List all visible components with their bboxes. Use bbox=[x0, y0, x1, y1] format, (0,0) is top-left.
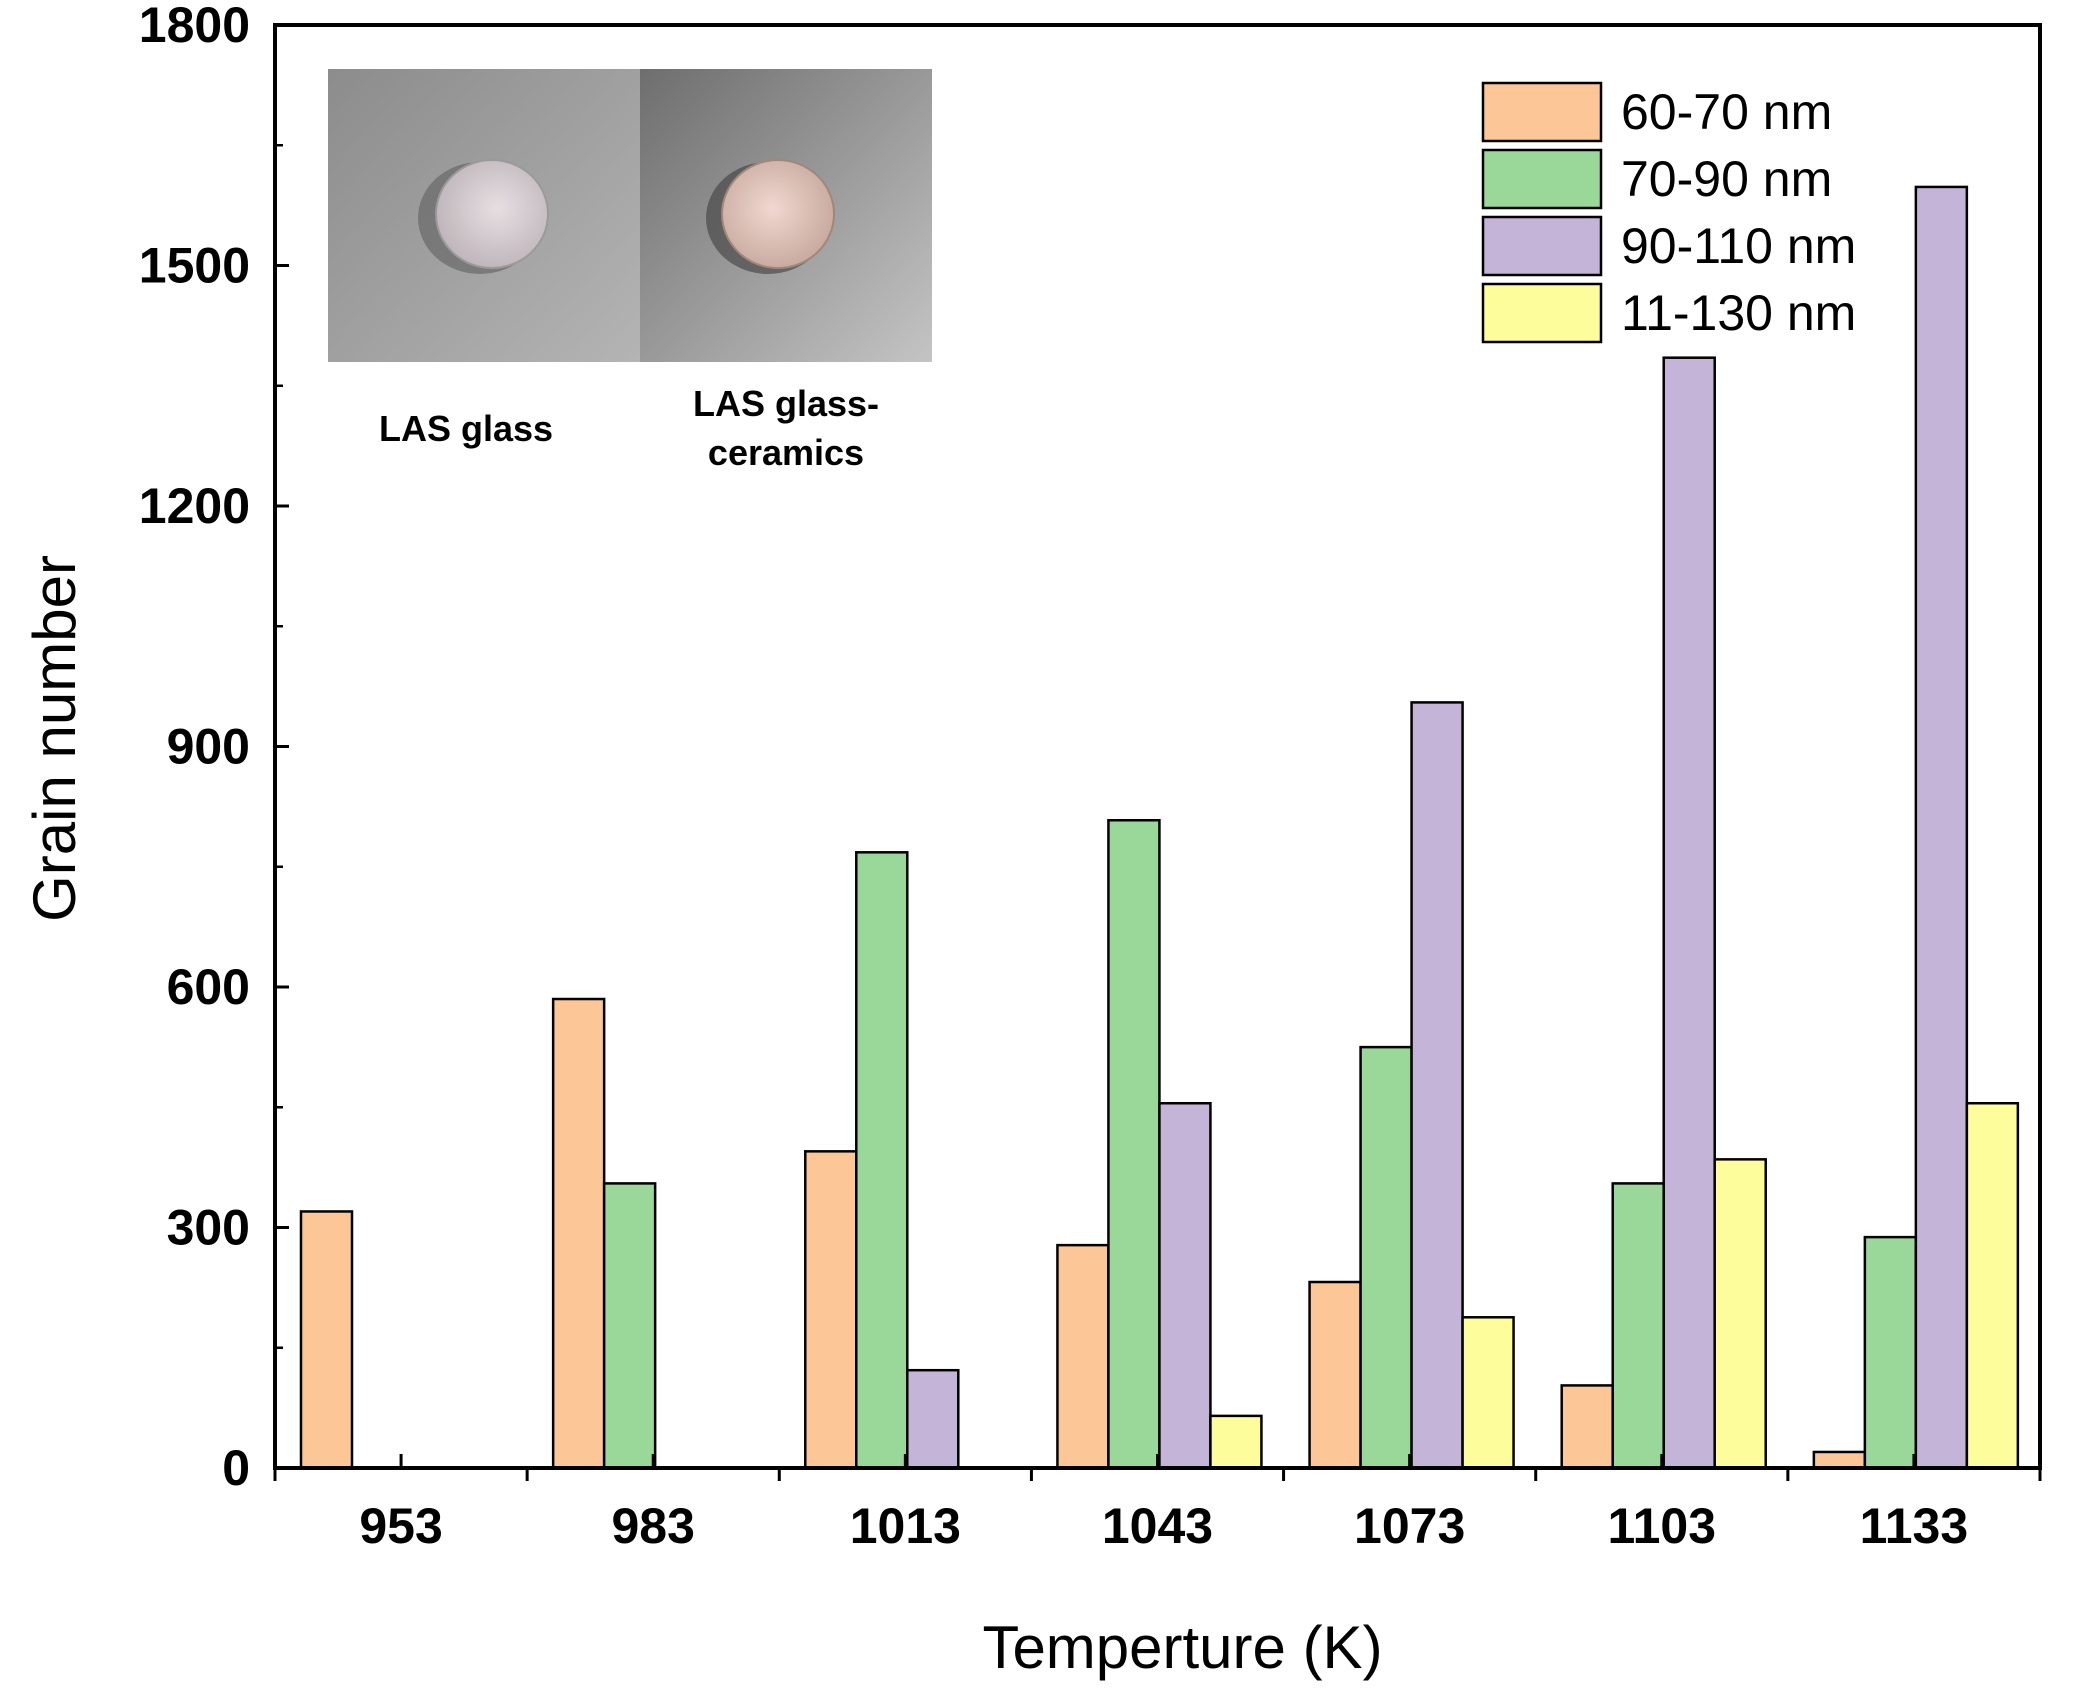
y-axis: 0 300 600 900 1200 1500 1800 bbox=[139, 0, 289, 1496]
bar-60-70nm-1073 bbox=[1308, 1280, 1362, 1470]
bar-60-70nm-1133 bbox=[1812, 1450, 1867, 1470]
bar-11-130nm-1103 bbox=[1713, 1158, 1767, 1470]
y-tick-label: 1800 bbox=[139, 0, 250, 53]
glass-disk bbox=[435, 159, 549, 269]
legend-label: 70-90 nm bbox=[1621, 151, 1832, 207]
bar-60-70nm-1103 bbox=[1560, 1384, 1614, 1470]
y-tick-label: 1200 bbox=[139, 478, 250, 534]
y-tick-label: 300 bbox=[167, 1200, 250, 1256]
y-tick-label: 1500 bbox=[139, 238, 250, 294]
bar-90-110nm-1073 bbox=[1410, 701, 1464, 1470]
x-axis: 953 983 1013 1043 1073 1103 1133 bbox=[273, 1454, 2042, 1554]
x-axis-title: Temperture (K) bbox=[982, 1614, 1382, 1681]
legend-swatch bbox=[1481, 282, 1603, 344]
legend-label: 11-130 nm bbox=[1621, 285, 1856, 341]
bar-11-130nm-1073 bbox=[1461, 1316, 1515, 1470]
bar-90-110nm-1043 bbox=[1158, 1101, 1212, 1470]
y-tick-label: 900 bbox=[167, 719, 250, 775]
legend-swatch bbox=[1481, 81, 1603, 143]
bars-layer bbox=[299, 185, 2020, 1470]
bar-70-90nm-1103 bbox=[1611, 1182, 1665, 1470]
bar-90-110nm-1013 bbox=[906, 1368, 960, 1470]
legend-label: 60-70 nm bbox=[1621, 84, 1832, 140]
x-tick-label: 953 bbox=[359, 1498, 442, 1554]
bar-90-110nm-1103 bbox=[1662, 356, 1716, 1470]
bar-60-70nm-1043 bbox=[1056, 1243, 1110, 1470]
legend-label: 90-110 nm bbox=[1621, 218, 1856, 274]
bar-60-70nm-1013 bbox=[804, 1150, 858, 1470]
inset-caption-ceramics-line2: ceramics bbox=[708, 432, 864, 473]
x-tick-label: 1013 bbox=[850, 1498, 961, 1554]
bar-70-90nm-1043 bbox=[1107, 819, 1161, 1470]
y-axis-title: Grain number bbox=[21, 555, 88, 922]
bar-70-90nm-1133 bbox=[1863, 1235, 1918, 1470]
legend-swatch bbox=[1481, 215, 1603, 277]
bar-70-90nm-1073 bbox=[1359, 1045, 1413, 1470]
inset-photo: LAS glass LAS glass- ceramics bbox=[328, 69, 932, 473]
x-tick-label: 1073 bbox=[1354, 1498, 1465, 1554]
y-tick-label: 0 bbox=[222, 1440, 250, 1496]
x-tick-label: 983 bbox=[611, 1498, 694, 1554]
legend-swatch bbox=[1481, 148, 1603, 210]
y-tick-label: 600 bbox=[167, 959, 250, 1015]
x-tick-label: 1103 bbox=[1608, 1498, 1716, 1554]
inset-caption-ceramics-line1: LAS glass- bbox=[693, 383, 879, 424]
x-tick-label: 1133 bbox=[1860, 1498, 1968, 1554]
bar-60-70nm-953 bbox=[299, 1210, 354, 1470]
inset-caption-glass: LAS glass bbox=[379, 408, 553, 449]
bar-11-130nm-1133 bbox=[1965, 1101, 2020, 1470]
bar-60-70nm-983 bbox=[551, 997, 606, 1470]
legend: 60-70 nm 70-90 nm 90-110 nm 11-130 nm bbox=[1481, 81, 1856, 344]
bar-70-90nm-1013 bbox=[855, 851, 909, 1470]
bar-70-90nm-983 bbox=[602, 1182, 657, 1470]
ceramic-disk bbox=[721, 159, 835, 269]
bar-11-130nm-1043 bbox=[1209, 1414, 1263, 1470]
bar-90-110nm-1133 bbox=[1914, 185, 1969, 1470]
x-tick-label: 1043 bbox=[1102, 1498, 1213, 1554]
